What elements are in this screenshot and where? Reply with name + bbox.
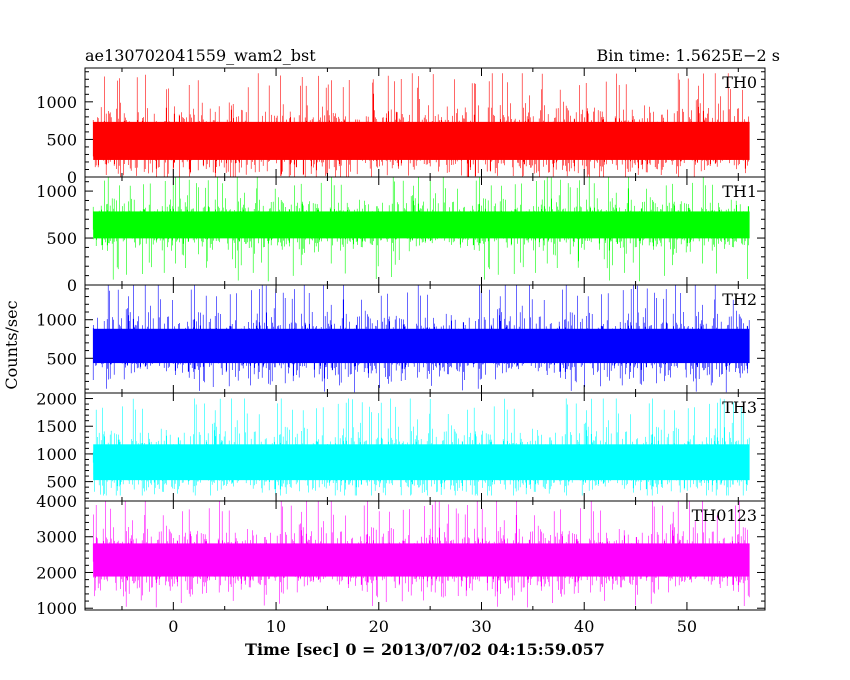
- y-tick-label-TH1: 1000: [36, 182, 77, 201]
- x-tick-label: 30: [471, 617, 491, 636]
- y-tick-label-TH0123: 2000: [36, 563, 77, 582]
- y-tick-label-TH1: 0: [67, 276, 77, 295]
- chart-title: ae130702041559_wam2_bst: [85, 46, 316, 65]
- series-line-TH3: [92, 398, 750, 496]
- series-line-TH0123: [92, 501, 750, 608]
- series-label-TH0123: TH0123: [692, 506, 757, 525]
- y-tick-label-TH3: 500: [46, 473, 77, 492]
- y-tick-label-TH0123: 3000: [36, 528, 77, 547]
- series-label-TH1: TH1: [722, 182, 757, 201]
- x-tick-label: 40: [574, 617, 594, 636]
- x-tick-label: 50: [677, 617, 697, 636]
- series-label-TH0: TH0: [722, 73, 757, 92]
- series-line-TH1: [92, 177, 750, 282]
- series-label-TH2: TH2: [722, 290, 757, 309]
- x-axis-label: Time [sec] 0 = 2013/07/02 04:15:59.057: [245, 640, 605, 659]
- y-tick-label-TH3: 2000: [36, 390, 77, 409]
- y-tick-label-TH3: 1500: [36, 417, 77, 436]
- panel-frame-TH0123: [84, 500, 766, 611]
- y-tick-label-TH1: 500: [46, 229, 77, 248]
- y-tick-label-TH2: 1000: [36, 311, 77, 330]
- series-label-TH3: TH3: [722, 398, 757, 417]
- y-tick-label-TH0: 0: [67, 168, 77, 187]
- series-line-TH0: [92, 73, 750, 177]
- y-tick-label-TH0: 1000: [36, 93, 77, 112]
- x-tick-label: 10: [266, 617, 286, 636]
- series-line-TH2: [92, 285, 750, 393]
- y-tick-label-TH0: 500: [46, 130, 77, 149]
- y-tick-label-TH2: 500: [46, 349, 77, 368]
- y-axis-label: Counts/sec: [2, 300, 21, 389]
- y-tick-label-TH0123: 4000: [36, 492, 77, 511]
- x-tick-label: 20: [369, 617, 389, 636]
- y-tick-label-TH0123: 1000: [36, 599, 77, 618]
- y-tick-label-TH3: 1000: [36, 445, 77, 464]
- x-tick-label: 0: [168, 617, 178, 636]
- bin-time-label: Bin time: 1.5625E−2 s: [597, 46, 780, 65]
